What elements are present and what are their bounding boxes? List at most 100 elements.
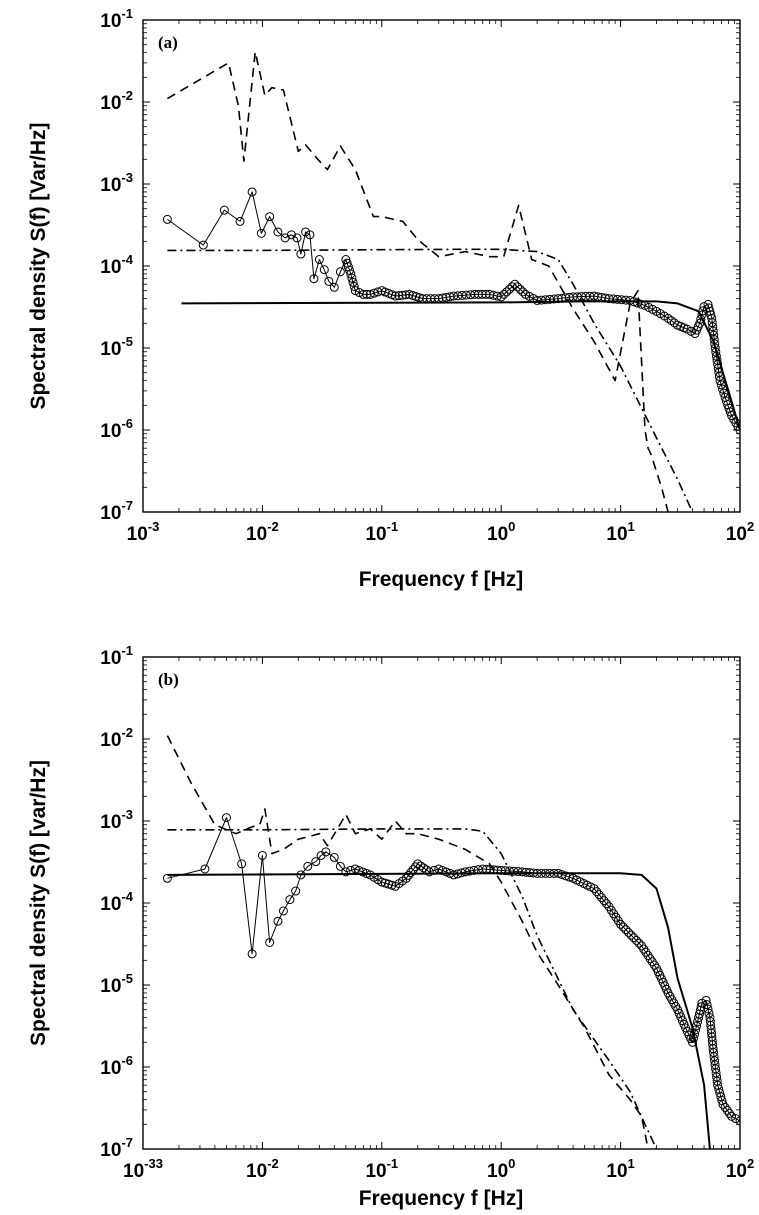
- data-point-marker: [709, 330, 719, 340]
- data-point-marker: [265, 937, 275, 947]
- data-point-marker: [581, 291, 591, 301]
- y-tick-label: 10-3: [100, 170, 133, 196]
- data-point-marker: [724, 1108, 734, 1118]
- data-point-marker: [649, 960, 659, 970]
- data-point-marker: [221, 813, 231, 823]
- data-point-marker: [661, 984, 671, 994]
- y-tick-label: 10-2: [100, 88, 133, 114]
- data-point-marker: [335, 861, 345, 871]
- series-group: [162, 735, 740, 1149]
- data-point-marker: [561, 871, 571, 881]
- y-tick-label: 10-7: [100, 1135, 133, 1161]
- data-point-marker: [623, 927, 633, 937]
- data-point-marker: [696, 314, 706, 324]
- data-point-marker: [324, 276, 334, 286]
- data-point-marker: [485, 865, 495, 875]
- data-point-marker: [387, 880, 397, 890]
- data-point-marker: [256, 228, 266, 238]
- data-point-marker: [291, 886, 301, 896]
- data-point-marker: [597, 292, 607, 302]
- tick-labels: 10-3 10-2 10-1 100 101 102 10-7 10-6 10-5 10-4 10-…: [100, 6, 754, 545]
- data-point-marker: [489, 865, 499, 875]
- data-point-marker: [478, 864, 488, 874]
- data-point-marker: [257, 850, 267, 860]
- data-point-marker: [292, 233, 302, 243]
- data-point-marker: [398, 876, 408, 886]
- data-point-marker: [725, 407, 735, 417]
- data-point-marker: [703, 299, 713, 309]
- data-point-marker: [698, 306, 708, 316]
- data-point-marker: [679, 1019, 689, 1029]
- panel-b: 10-33 10-2 10-1 100 101 102 10-7 10-6 10-5 10-4 10…: [27, 643, 754, 1210]
- data-point-marker: [631, 935, 641, 945]
- data-point-marker: [426, 294, 436, 304]
- data-point-marker: [629, 933, 639, 943]
- data-point-marker: [469, 865, 479, 875]
- x-tick-label: 10-2: [246, 519, 279, 545]
- x-tick-label: 10-1: [365, 1156, 398, 1182]
- data-point-marker: [727, 1111, 737, 1121]
- data-point-marker: [273, 227, 283, 237]
- data-point-marker: [200, 864, 210, 874]
- data-point-marker: [718, 384, 728, 394]
- y-tick-label: 10-5: [100, 971, 133, 997]
- series-group: [162, 50, 740, 512]
- data-point-marker: [419, 863, 429, 873]
- data-point-marker: [599, 896, 609, 906]
- y-tick-label: 10-4: [100, 889, 133, 915]
- data-point-marker: [709, 335, 719, 345]
- data-point-marker: [329, 282, 339, 292]
- panel-label: (b): [158, 670, 179, 689]
- data-point-marker: [561, 293, 571, 303]
- data-point-marker: [613, 916, 623, 926]
- data-point-marker: [633, 298, 643, 308]
- tick-marks: [142, 656, 741, 1150]
- data-point-marker: [311, 857, 321, 867]
- data-point-marker: [380, 878, 390, 888]
- data-point-marker: [296, 870, 306, 880]
- data-point-marker: [648, 304, 658, 314]
- series-solid-circles-line: [167, 191, 740, 431]
- data-point-marker: [461, 290, 471, 300]
- series-solid-line: [181, 300, 740, 431]
- data-point-marker: [350, 286, 360, 296]
- data-point-marker: [349, 282, 359, 291]
- data-point-marker: [716, 380, 726, 390]
- data-point-marker: [465, 866, 475, 876]
- data-point-marker: [704, 303, 714, 313]
- data-point-marker: [453, 869, 463, 879]
- y-tick-label: 10-5: [100, 334, 133, 360]
- data-point-marker: [237, 859, 247, 869]
- data-point-marker: [198, 240, 208, 250]
- data-point-marker: [545, 294, 555, 304]
- data-point-marker: [510, 279, 520, 289]
- data-point-marker: [724, 403, 734, 413]
- data-point-marker: [456, 868, 466, 878]
- data-point-marker: [712, 1072, 722, 1082]
- data-point-marker: [697, 310, 707, 320]
- data-point-marker: [691, 1025, 701, 1035]
- data-point-marker: [348, 277, 358, 287]
- x-tick-label: 10-33: [123, 1156, 163, 1182]
- data-point-marker: [335, 267, 345, 277]
- y-tick-label: 10-1: [100, 6, 133, 32]
- data-point-marker: [394, 291, 404, 301]
- data-point-marker: [309, 274, 319, 284]
- data-point-marker: [406, 868, 416, 878]
- data-point-marker: [384, 879, 394, 889]
- y-tick-label: 10-4: [100, 252, 133, 278]
- data-point-marker: [387, 290, 397, 300]
- data-point-marker: [319, 265, 329, 275]
- data-point-marker: [303, 861, 313, 871]
- data-point-marker: [343, 262, 353, 272]
- data-point-marker: [716, 1092, 726, 1102]
- data-point-marker: [621, 925, 631, 935]
- data-point-marker: [414, 293, 424, 303]
- data-point-marker: [659, 311, 669, 321]
- x-tick-label: 102: [726, 1156, 754, 1182]
- data-point-marker: [488, 290, 498, 300]
- data-point-marker: [285, 895, 295, 905]
- data-point-marker: [707, 318, 717, 328]
- data-point-marker: [518, 287, 528, 297]
- data-point-marker: [314, 255, 324, 265]
